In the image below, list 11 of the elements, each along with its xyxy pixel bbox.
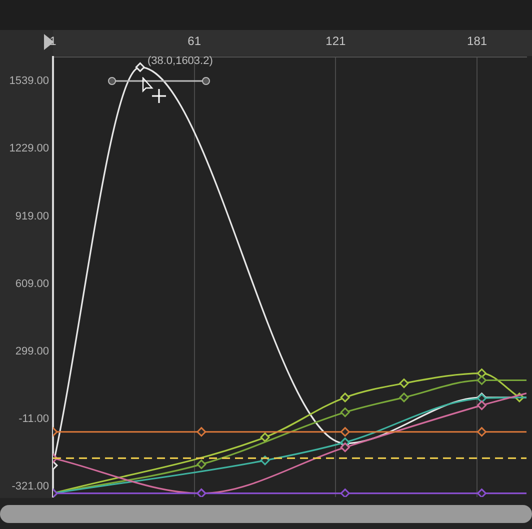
y-tick-label: 609.00 — [15, 278, 49, 290]
annotation: (38.0,1603.2) — [147, 55, 213, 68]
x-tick-label: 121 — [326, 34, 346, 48]
y-tick-label: 1229.00 — [9, 142, 49, 155]
x-tick-label: 181 — [467, 34, 488, 48]
x-tick-label: 61 — [188, 34, 202, 48]
y-tick-label: 1539.00 — [9, 75, 49, 88]
y-tick-label: -11.00 — [18, 412, 49, 425]
y-tick-label: 919.00 — [15, 210, 49, 222]
y-tick-label: -321.00 — [12, 480, 49, 492]
y-tick-label: 299.00 — [15, 345, 49, 358]
